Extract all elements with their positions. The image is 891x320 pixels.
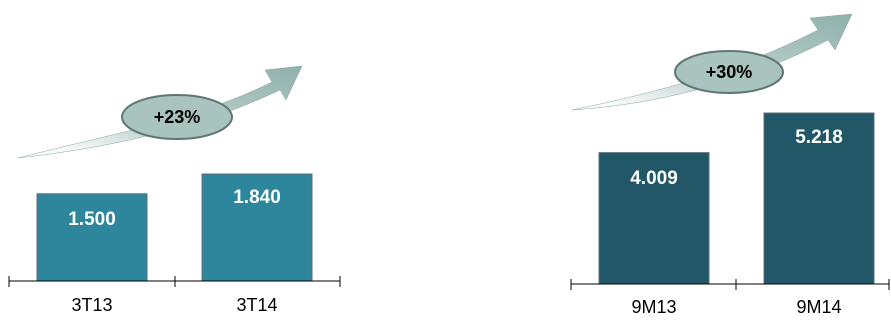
bar-3T13 [36,193,148,282]
value-label-9M14: 5.218 [795,127,843,148]
bar-3T14 [201,173,313,282]
bar-9M14 [763,112,875,285]
value-label-3T14: 1.840 [233,187,281,208]
growth-badge-left [121,94,233,140]
bar-9M13 [598,152,710,285]
growth-label-right: +30% [706,62,753,82]
category-label-9M14: 9M14 [796,297,841,317]
growth-arrow-left [17,65,303,159]
growth-badge-right [674,50,784,94]
growth-label-left: +23% [154,107,201,127]
value-label-9M13: 4.009 [630,168,678,189]
category-label-9M13: 9M13 [631,297,676,317]
value-label-3T13: 1.500 [68,209,116,230]
chart-right: +30% 4.009 5.218 9M13 9M14 [570,13,890,317]
category-label-3T14: 3T14 [236,295,277,315]
chart-left: +23% 1.500 1.840 3T13 3T14 [8,65,341,315]
growth-arrow-right [571,13,853,111]
category-label-3T13: 3T13 [71,295,112,315]
